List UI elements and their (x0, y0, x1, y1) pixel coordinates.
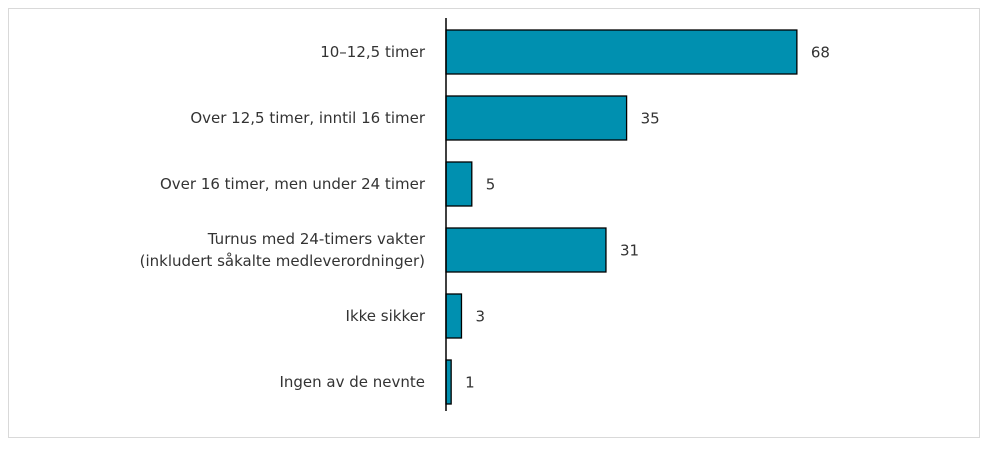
bar (445, 161, 473, 207)
value-label: 1 (465, 374, 475, 392)
value-label: 3 (475, 308, 485, 326)
bar (445, 227, 607, 273)
category-label: 10–12,5 timer (320, 43, 425, 61)
category-label: Ikke sikker (345, 307, 425, 325)
value-label: 5 (486, 176, 496, 194)
category-label: Over 16 timer, men under 24 timer (159, 175, 425, 193)
bar (445, 293, 463, 339)
bar (445, 29, 798, 75)
category-label: Over 12,5 timer, inntil 16 timer (190, 109, 425, 127)
value-label: 35 (641, 110, 660, 128)
category-label: Turnus med 24-timers vakter (inkludert s… (139, 230, 425, 270)
chart-frame (8, 8, 980, 438)
bar (445, 95, 628, 141)
value-label: 68 (811, 44, 830, 62)
bar (445, 359, 452, 405)
value-label: 31 (620, 242, 639, 260)
category-label: Ingen av de nevnte (279, 373, 425, 391)
